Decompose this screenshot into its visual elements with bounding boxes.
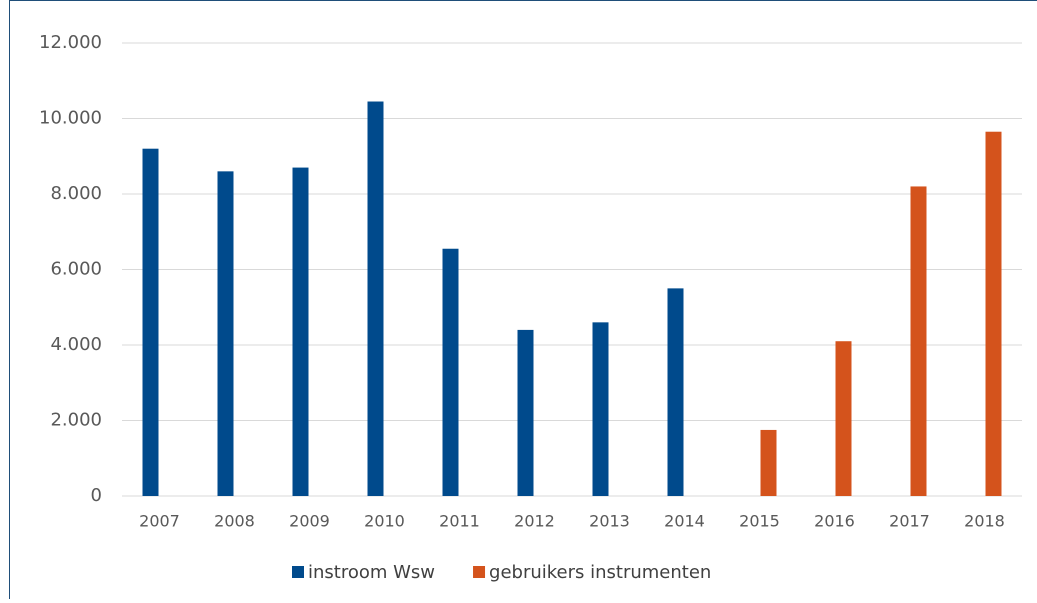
x-tick-label: 2012 (514, 512, 555, 531)
bar (443, 249, 459, 496)
legend-swatch (292, 566, 304, 578)
bar (668, 288, 684, 496)
chart-border (10, 1, 1037, 600)
y-tick-label: 6.000 (50, 259, 102, 280)
y-tick-label: 2.000 (50, 410, 102, 431)
y-tick-label: 12.000 (39, 32, 102, 53)
bar (218, 171, 234, 496)
y-tick-label: 10.000 (39, 108, 102, 129)
x-tick-label: 2016 (814, 512, 855, 531)
legend-swatch (473, 566, 485, 578)
x-tick-label: 2017 (889, 512, 930, 531)
bar (593, 322, 609, 496)
x-tick-label: 2013 (589, 512, 630, 531)
legend-label: instroom Wsw (308, 562, 435, 583)
x-tick-label: 2014 (664, 512, 705, 531)
x-tick-label: 2015 (739, 512, 780, 531)
x-tick-label: 2007 (139, 512, 180, 531)
y-tick-label: 8.000 (50, 183, 102, 204)
bar (761, 430, 777, 496)
legend-label: gebruikers instrumenten (489, 562, 711, 583)
x-tick-label: 2009 (289, 512, 330, 531)
bar (293, 168, 309, 496)
x-tick-label: 2010 (364, 512, 405, 531)
bar (518, 330, 534, 496)
x-tick-label: 2008 (214, 512, 255, 531)
bar (836, 341, 852, 496)
bar (143, 149, 159, 496)
y-tick-label: 0 (91, 485, 102, 506)
bar (986, 132, 1002, 496)
x-tick-label: 2011 (439, 512, 480, 531)
bar (368, 102, 384, 496)
y-tick-label: 4.000 (50, 334, 102, 355)
x-tick-label: 2018 (964, 512, 1005, 531)
bar (911, 186, 927, 496)
